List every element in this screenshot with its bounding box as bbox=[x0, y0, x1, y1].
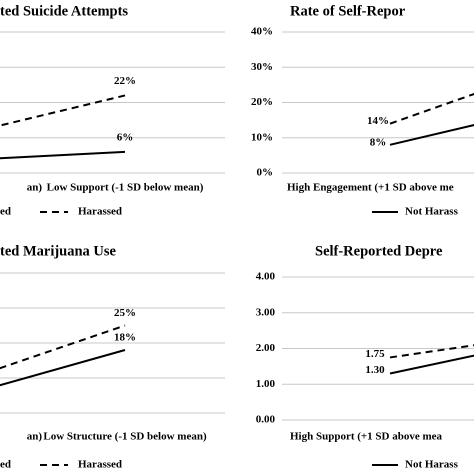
y-tick-label: 20% bbox=[251, 96, 273, 108]
y-tick-label: 3.00 bbox=[256, 306, 276, 318]
chart-title: Self-Reported Depre bbox=[315, 243, 443, 259]
y-tick-label: 10% bbox=[251, 131, 273, 143]
legend-label: Not Harass bbox=[405, 206, 459, 218]
series-line bbox=[0, 150, 126, 160]
y-tick-label: 2.00 bbox=[256, 342, 276, 354]
series-line bbox=[389, 354, 474, 375]
data-label: 18% bbox=[114, 332, 136, 344]
x-tick-label: High Support (+1 SD above mea bbox=[290, 431, 443, 443]
chart-title: ted Marijuana Use bbox=[0, 243, 117, 259]
y-tick-label: 30% bbox=[251, 61, 273, 73]
y-tick-label: 0% bbox=[257, 167, 274, 179]
series-line bbox=[389, 124, 474, 146]
legend-label: Harassed bbox=[78, 206, 122, 218]
y-tick-label: 4.00 bbox=[256, 271, 276, 283]
series-line bbox=[389, 92, 474, 125]
x-tick-label: Low Structure (-1 SD below mean) bbox=[43, 431, 207, 443]
data-label: 14% bbox=[367, 115, 389, 127]
y-tick-label: 0.00 bbox=[256, 414, 276, 426]
series-line bbox=[0, 349, 126, 387]
chart-title: Rate of Self-Repor bbox=[290, 3, 406, 19]
y-tick-label: 1.00 bbox=[256, 378, 276, 390]
chart-title: ted Suicide Attempts bbox=[0, 3, 128, 19]
data-label: 1.75 bbox=[365, 348, 385, 360]
data-label: 25% bbox=[114, 307, 136, 319]
data-label: 22% bbox=[114, 75, 136, 87]
series-line bbox=[389, 344, 474, 359]
legend-label: Harassed bbox=[78, 459, 122, 471]
series-line bbox=[0, 324, 126, 370]
x-tick-label: Low Support (-1 SD below mean) bbox=[47, 182, 204, 194]
x-tick-label: an) bbox=[27, 431, 43, 443]
legend-label: ed bbox=[0, 459, 11, 471]
legend-label: Not Harass bbox=[405, 459, 459, 471]
x-tick-label: an) bbox=[27, 182, 43, 194]
data-label: 8% bbox=[370, 136, 387, 148]
x-tick-label: High Engagement (+1 SD above me bbox=[287, 182, 454, 194]
data-label: 1.30 bbox=[365, 364, 385, 376]
y-tick-label: 40% bbox=[251, 26, 273, 38]
legend-label: ed bbox=[0, 206, 11, 218]
data-label: 6% bbox=[117, 131, 134, 143]
